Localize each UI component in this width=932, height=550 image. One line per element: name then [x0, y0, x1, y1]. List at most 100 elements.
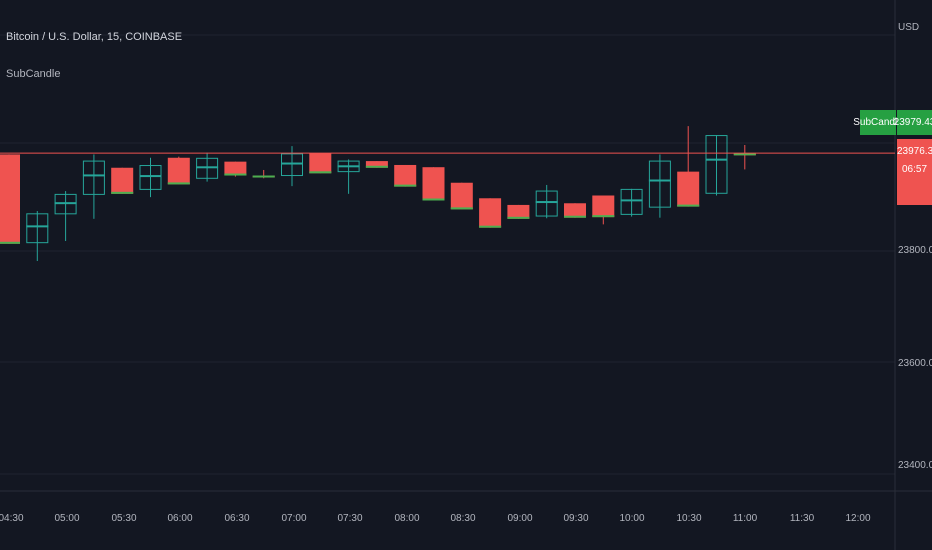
time-tick: 05:00 — [54, 513, 80, 524]
candle-body — [677, 171, 700, 207]
sub-candle-marker — [224, 173, 247, 176]
sub-candle-marker — [705, 158, 728, 161]
time-tick: 09:30 — [563, 513, 589, 524]
sub-candle-marker — [394, 184, 417, 187]
candle-body — [592, 195, 615, 218]
sub-candle-marker — [733, 153, 756, 156]
candle-body — [139, 165, 162, 190]
indicator-value-badge: 23979.43 — [894, 110, 932, 135]
candle-body — [167, 157, 190, 185]
candle-body — [535, 190, 558, 217]
sub-candle-marker — [479, 225, 502, 228]
candle-body — [111, 167, 134, 194]
candle — [422, 167, 445, 201]
time-tick: 11:00 — [732, 513, 758, 524]
price-tick: 23800.00 — [898, 245, 932, 256]
sub-candle-marker — [281, 162, 303, 165]
sub-candle-marker — [450, 207, 473, 210]
sub-candle-marker — [365, 165, 388, 168]
sub-candle-marker — [139, 175, 162, 178]
candle-body — [564, 203, 586, 218]
sub-candle-marker — [82, 174, 105, 177]
candle-body — [309, 153, 332, 174]
candle-body — [479, 198, 502, 228]
candle-body — [450, 182, 473, 210]
candle — [196, 152, 219, 182]
candle — [167, 156, 190, 185]
candle-body — [0, 154, 20, 244]
candle — [564, 203, 586, 218]
candle — [705, 135, 728, 196]
time-tick: 07:00 — [281, 513, 307, 524]
candle-body — [394, 164, 417, 187]
sub-candle-marker — [592, 215, 615, 218]
indicator-name[interactable]: SubCandle — [6, 68, 61, 80]
candle — [252, 169, 275, 179]
candle-body — [648, 160, 671, 208]
candle — [309, 153, 332, 174]
sub-candle-marker — [252, 175, 275, 178]
time-tick: 10:00 — [619, 513, 645, 524]
candle-body — [224, 161, 247, 176]
time-tick: 06:30 — [224, 513, 250, 524]
sub-candle-marker — [26, 225, 49, 228]
candle-body — [620, 188, 643, 215]
time-tick: 07:30 — [337, 513, 363, 524]
candle-body — [507, 204, 530, 219]
price-tick: 23400.00 — [898, 460, 932, 471]
sub-candle-marker — [422, 198, 445, 201]
candle — [54, 191, 77, 242]
time-tick: 09:00 — [507, 513, 533, 524]
time-tick: 04:30 — [0, 513, 24, 524]
candle — [26, 211, 49, 261]
time-tick: 08:00 — [394, 513, 420, 524]
candle-body — [82, 160, 105, 195]
sub-candle-marker — [535, 201, 558, 204]
candle — [620, 188, 643, 217]
candle — [365, 161, 388, 168]
candle — [82, 154, 105, 219]
sub-candle-marker — [167, 182, 190, 185]
symbol-title[interactable]: Bitcoin / U.S. Dollar, 15, COINBASE — [6, 31, 183, 43]
time-tick: 11:30 — [789, 513, 815, 524]
sub-candle-marker — [0, 241, 20, 244]
candle — [0, 154, 20, 244]
candle-body — [365, 161, 388, 168]
candle — [479, 198, 502, 228]
indicator-label-badge: SubCandle — [853, 110, 903, 135]
sub-candle-marker — [309, 171, 332, 174]
time-tick: 06:00 — [167, 513, 193, 524]
sub-candle-marker — [564, 215, 586, 218]
candle-body — [422, 167, 445, 201]
price-tick: 23600.00 — [898, 358, 932, 369]
last-price-value: 23976.34 — [897, 146, 932, 157]
candle-body — [26, 213, 49, 244]
candle-body — [281, 153, 303, 177]
currency-label[interactable]: USD — [898, 22, 920, 33]
time-tick: 10:30 — [676, 513, 702, 524]
sub-candle-marker — [196, 166, 219, 169]
countdown-timer: 06:57 — [901, 164, 928, 175]
candle — [677, 126, 700, 207]
sub-candle-marker — [337, 165, 360, 168]
candle — [535, 184, 558, 219]
candle — [450, 182, 473, 210]
sub-candle-marker — [507, 216, 530, 219]
candle — [394, 164, 417, 187]
candle-body — [705, 135, 728, 194]
last-price-badge: 23976.34 06:57 — [897, 139, 932, 205]
sub-candle-marker — [620, 199, 643, 202]
time-tick: 12:00 — [845, 513, 871, 524]
candle — [139, 157, 162, 198]
sub-candle-marker — [54, 202, 77, 205]
sub-candle-marker — [677, 204, 700, 207]
sub-candle-marker — [111, 191, 134, 194]
candle — [733, 144, 756, 170]
candle — [111, 167, 134, 194]
candle — [337, 159, 360, 194]
candle — [281, 146, 303, 187]
candle — [224, 161, 247, 177]
chart-grid — [0, 34, 895, 475]
